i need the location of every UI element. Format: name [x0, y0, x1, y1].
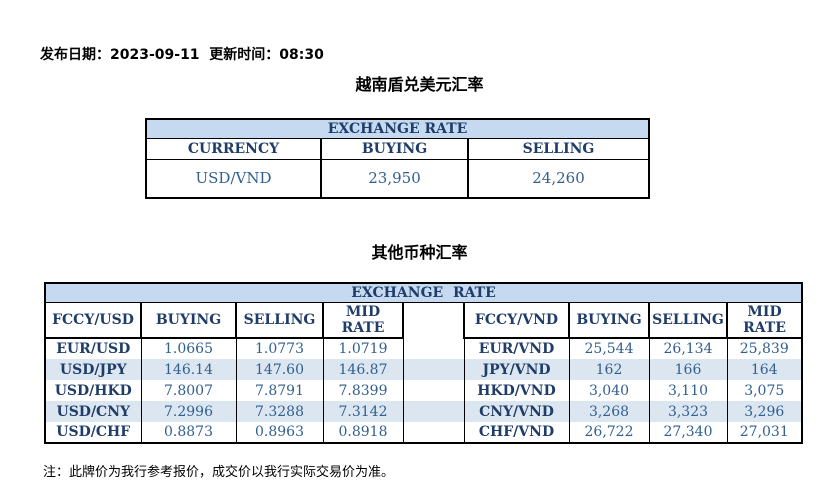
spacer-cell: [402, 422, 465, 443]
column-header-selling-right: SELLING: [648, 302, 728, 339]
publish-date-line: 发布日期：2023-09-11 更新时间：08:30: [40, 47, 324, 63]
selling-rate-cell: 1.0773: [235, 338, 324, 359]
buying-rate-cell: 23,950: [320, 159, 469, 198]
currency-pair-cell: CHF/VND: [463, 422, 570, 443]
mid-rate-cell: 1.0719: [322, 338, 404, 359]
column-header-buying: BUYING: [320, 138, 469, 160]
table-header-row: EXCHANGE RATE: [44, 282, 803, 303]
buying-rate-cell: 25,544: [568, 338, 650, 359]
table-row: EUR/USD 1.0665 1.0773 1.0719 EUR/VND 25,…: [44, 338, 803, 359]
spacer-cell: [402, 359, 465, 380]
table-row: USD/JPY 146.14 147.60 146.87 JPY/VND 162…: [44, 359, 803, 380]
column-header-fccy-vnd: FCCY/VND: [463, 302, 570, 339]
column-header-row: FCCY/USD BUYING SELLING MID RATE FCCY/VN…: [44, 302, 804, 339]
column-header-selling-left: SELLING: [235, 302, 324, 339]
selling-rate-cell: 0.8963: [235, 422, 324, 443]
column-header-currency: CURRENCY: [145, 138, 322, 160]
mid-rate-cell: 7.8399: [322, 380, 404, 401]
mid-rate-cell: 146.87: [322, 359, 404, 380]
selling-rate-cell: 24,260: [466, 159, 651, 198]
other-currency-table-title: 其他币种汇率: [371, 243, 468, 262]
currency-pair-cell: CNY/VND: [463, 401, 570, 422]
selling-rate-cell: 26,134: [648, 338, 728, 359]
spacer-cell: [402, 302, 465, 338]
buying-rate-cell: 0.8873: [140, 422, 237, 443]
buying-rate-cell: 146.14: [140, 359, 237, 380]
mid-rate-cell: 0.8918: [322, 422, 404, 443]
currency-pair-cell: HKD/VND: [463, 380, 570, 401]
table-row: USD/CNY 7.2996 7.3288 7.3142 CNY/VND 3,2…: [44, 401, 803, 422]
usd-vnd-table-title: 越南盾兑美元汇率: [355, 75, 484, 94]
disclaimer-note: 注：此牌价为我行参考报价，成交价以我行实际交易价为准。: [43, 465, 395, 480]
currency-pair-cell: USD/JPY: [44, 359, 142, 380]
buying-rate-cell: 162: [568, 359, 650, 380]
selling-rate-cell: 166: [648, 359, 728, 380]
buying-rate-cell: 1.0665: [140, 338, 237, 359]
currency-pair-cell: EUR/USD: [44, 338, 142, 359]
selling-rate-cell: 7.3288: [235, 401, 324, 422]
spacer-cell: [402, 380, 465, 401]
table-row: USD/CHF 0.8873 0.8963 0.8918 CHF/VND 26,…: [44, 422, 803, 443]
mid-rate-cell: 3,075: [726, 380, 803, 401]
buying-rate-cell: 26,722: [568, 422, 650, 443]
currency-pair-cell: USD/CNY: [44, 401, 142, 422]
mid-rate-cell: 164: [726, 359, 803, 380]
exchange-rate-header: EXCHANGE RATE: [44, 282, 803, 303]
mid-rate-cell: 27,031: [726, 422, 803, 443]
other-currency-rate-table: EXCHANGE RATE FCCY/USD BUYING SELLING MI…: [44, 282, 804, 444]
buying-rate-cell: 7.8007: [140, 380, 237, 401]
column-header-fccy-usd: FCCY/USD: [44, 302, 142, 339]
column-header-midrate-right: MID RATE: [725, 302, 804, 339]
column-header-buying-right: BUYING: [568, 302, 650, 339]
buying-rate-cell: 3,268: [568, 401, 650, 422]
table-row: USD/HKD 7.8007 7.8791 7.8399 HKD/VND 3,0…: [44, 380, 803, 401]
currency-pair-cell: JPY/VND: [463, 359, 570, 380]
buying-rate-cell: 3,040: [568, 380, 650, 401]
currency-pair-cell: USD/VND: [145, 159, 322, 198]
mid-rate-cell: 3,296: [726, 401, 803, 422]
column-header-selling: SELLING: [466, 138, 651, 160]
usd-vnd-rate-table: EXCHANGE RATE CURRENCY BUYING SELLING US…: [145, 118, 651, 199]
spacer-cell: [402, 401, 465, 422]
selling-rate-cell: 3,110: [648, 380, 728, 401]
column-header-midrate-left: MID RATE: [322, 302, 404, 339]
selling-rate-cell: 3,323: [648, 401, 728, 422]
buying-rate-cell: 7.2996: [140, 401, 237, 422]
mid-rate-cell: 25,839: [726, 338, 803, 359]
currency-pair-cell: EUR/VND: [463, 338, 570, 359]
currency-pair-cell: USD/HKD: [44, 380, 142, 401]
table-header-row: EXCHANGE RATE: [145, 118, 650, 139]
selling-rate-cell: 7.8791: [235, 380, 324, 401]
exchange-rate-header: EXCHANGE RATE: [145, 118, 650, 139]
selling-rate-cell: 147.60: [235, 359, 324, 380]
spacer-cell: [402, 338, 465, 359]
selling-rate-cell: 27,340: [648, 422, 728, 443]
mid-rate-cell: 7.3142: [322, 401, 404, 422]
currency-pair-cell: USD/CHF: [44, 422, 142, 443]
column-header-row: CURRENCY BUYING SELLING: [145, 138, 651, 160]
column-header-buying-left: BUYING: [140, 302, 237, 339]
table-row: USD/VND 23,950 24,260: [145, 159, 651, 198]
